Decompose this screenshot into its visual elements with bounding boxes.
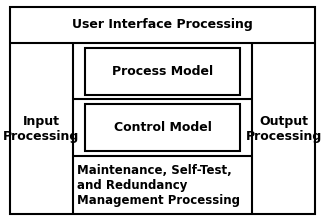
Bar [85, 48, 240, 95]
Bar [85, 104, 240, 151]
Text: Input
Processing: Input Processing [3, 115, 80, 143]
Text: Process Model: Process Model [112, 65, 213, 78]
Text: User Interface Processing: User Interface Processing [72, 18, 253, 31]
Text: Maintenance, Self-Test,
and Redundancy
Management Processing: Maintenance, Self-Test, and Redundancy M… [77, 164, 240, 207]
Text: Output
Processing: Output Processing [245, 115, 322, 143]
Text: Control Model: Control Model [113, 121, 212, 134]
